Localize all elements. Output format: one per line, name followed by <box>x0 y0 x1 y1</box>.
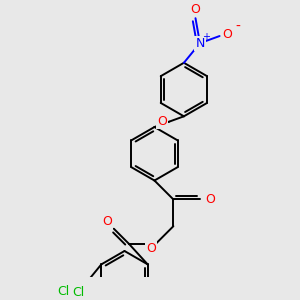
Text: O: O <box>157 115 167 128</box>
Text: Cl: Cl <box>72 286 84 299</box>
Text: +: + <box>202 32 210 42</box>
Text: O: O <box>205 193 215 206</box>
Text: O: O <box>146 242 156 255</box>
Text: N: N <box>195 37 205 50</box>
Text: O: O <box>190 3 200 16</box>
Text: -: - <box>235 20 240 34</box>
Text: O: O <box>222 28 232 41</box>
Text: Cl: Cl <box>58 285 70 298</box>
Text: O: O <box>102 215 112 228</box>
